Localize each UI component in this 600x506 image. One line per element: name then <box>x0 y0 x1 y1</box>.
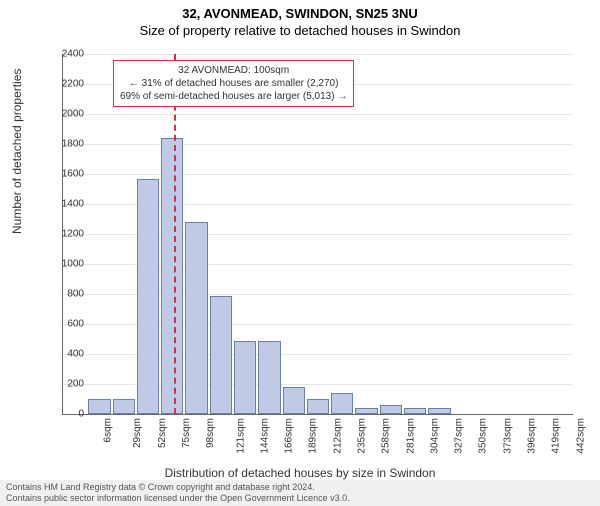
histogram-bar <box>404 408 426 414</box>
y-tick: 2400 <box>62 49 84 60</box>
histogram-bar <box>185 222 207 414</box>
x-tick: 350sqm <box>478 418 489 454</box>
x-tick: 189sqm <box>308 418 319 454</box>
x-tick: 327sqm <box>454 418 465 454</box>
histogram-bar <box>258 341 280 415</box>
y-tick: 1000 <box>62 259 84 270</box>
footer-line2: Contains public sector information licen… <box>6 493 594 504</box>
y-tick: 0 <box>78 409 84 420</box>
annotation-line: 69% of semi-detached houses are larger (… <box>120 90 347 103</box>
histogram-bar <box>355 408 377 414</box>
x-tick: 52sqm <box>157 418 168 448</box>
x-tick: 98sqm <box>205 418 216 448</box>
x-tick: 373sqm <box>502 418 513 454</box>
x-tick: 442sqm <box>575 418 586 454</box>
gridline <box>63 54 573 55</box>
chart-area: 32 AVONMEAD: 100sqm← 31% of detached hou… <box>62 54 572 414</box>
x-tick: 29sqm <box>132 418 143 448</box>
x-tick: 304sqm <box>429 418 440 454</box>
histogram-bar <box>331 393 353 414</box>
histogram-bar <box>428 408 450 414</box>
y-tick: 400 <box>67 349 84 360</box>
y-tick: 1400 <box>62 199 84 210</box>
y-tick: 200 <box>67 379 84 390</box>
y-tick: 2000 <box>62 109 84 120</box>
y-tick: 2200 <box>62 79 84 90</box>
annotation-box: 32 AVONMEAD: 100sqm← 31% of detached hou… <box>113 60 354 107</box>
gridline <box>63 144 573 145</box>
chart-title-sub: Size of property relative to detached ho… <box>0 23 600 38</box>
gridline <box>63 174 573 175</box>
footer-line1: Contains HM Land Registry data © Crown c… <box>6 482 594 493</box>
x-tick: 396sqm <box>527 418 538 454</box>
histogram-bar <box>88 399 110 414</box>
annotation-line: ← 31% of detached houses are smaller (2,… <box>120 77 347 90</box>
y-tick: 800 <box>67 289 84 300</box>
histogram-bar <box>113 399 135 414</box>
x-tick: 235sqm <box>357 418 368 454</box>
histogram-bar <box>380 405 402 414</box>
footer-attribution: Contains HM Land Registry data © Crown c… <box>0 480 600 506</box>
x-tick: 144sqm <box>259 418 270 454</box>
x-tick: 6sqm <box>103 418 114 442</box>
x-tick: 121sqm <box>235 418 246 454</box>
histogram-bar <box>137 179 159 415</box>
y-tick: 600 <box>67 319 84 330</box>
x-tick: 75sqm <box>181 418 192 448</box>
x-tick: 258sqm <box>381 418 392 454</box>
x-axis-label: Distribution of detached houses by size … <box>0 466 600 480</box>
marker-line <box>174 54 176 414</box>
annotation-line: 32 AVONMEAD: 100sqm <box>120 64 347 77</box>
y-axis-label: Number of detached properties <box>10 69 24 234</box>
x-tick: 281sqm <box>405 418 416 454</box>
histogram-bar <box>234 341 256 415</box>
plot-region: 32 AVONMEAD: 100sqm← 31% of detached hou… <box>62 54 573 415</box>
y-tick: 1600 <box>62 169 84 180</box>
x-tick: 212sqm <box>332 418 343 454</box>
histogram-bar <box>307 399 329 414</box>
histogram-bar <box>283 387 305 414</box>
histogram-bar <box>161 138 183 414</box>
x-tick: 419sqm <box>551 418 562 454</box>
chart-title-main: 32, AVONMEAD, SWINDON, SN25 3NU <box>0 6 600 21</box>
histogram-bar <box>210 296 232 415</box>
y-tick: 1200 <box>62 229 84 240</box>
x-tick: 166sqm <box>284 418 295 454</box>
gridline <box>63 114 573 115</box>
y-tick: 1800 <box>62 139 84 150</box>
